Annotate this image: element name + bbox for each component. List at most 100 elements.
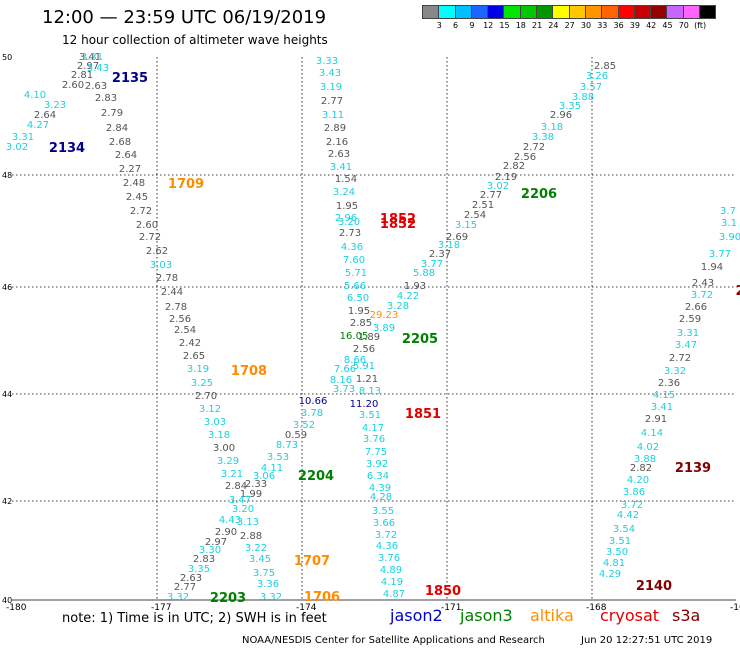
swh-value: 2.48	[123, 178, 145, 189]
swh-value: 2.70	[195, 391, 217, 402]
swh-value: 3.06	[253, 471, 275, 482]
swh-value: 3.19	[320, 82, 342, 93]
lat-tick-label: 40	[2, 596, 12, 605]
swh-value: 2.64	[34, 110, 56, 121]
pass-time-label: 2140	[636, 579, 672, 594]
scale-label: 36	[613, 21, 624, 30]
swh-value: 1.93	[404, 281, 426, 292]
swh-value: 2.51	[472, 200, 494, 211]
swh-value: 2.82	[630, 463, 652, 474]
swh-value: 29.23	[370, 310, 399, 321]
swh-value: 3.29	[217, 456, 239, 467]
swh-value: 2.84	[225, 481, 247, 492]
swh-value: 3.43	[87, 63, 109, 74]
swh-value: 3.78	[301, 408, 323, 419]
swh-value: 2.88	[240, 531, 262, 542]
pass-time-label: 1706	[304, 590, 340, 605]
swh-value: 2.85	[594, 61, 616, 72]
scale-label: 24	[548, 21, 559, 30]
swh-value: 3.76	[363, 434, 385, 445]
swh-value: 5.66	[344, 281, 366, 292]
swh-value: 5.91	[353, 361, 375, 372]
swh-value: 1.54	[335, 174, 357, 185]
swh-value: 3.31	[677, 328, 699, 339]
scale-label: 27	[564, 21, 575, 30]
swh-value: 4.14	[641, 428, 663, 439]
swh-value: 2.56	[169, 314, 191, 325]
swh-value: 2.63	[180, 573, 202, 584]
scale-swatch	[699, 5, 717, 19]
scale-label: 12	[483, 21, 494, 30]
swh-value: 2.81	[71, 70, 93, 81]
swh-value: 0.59	[285, 430, 307, 441]
lat-tick-label: 48	[2, 171, 12, 180]
lon-tick-label: -177	[151, 603, 171, 613]
swh-value: 3.54	[613, 524, 635, 535]
swh-value: 2.90	[215, 527, 237, 538]
swh-value: 6.34	[367, 471, 389, 482]
swh-value: 3.47	[675, 340, 697, 351]
swh-value: 3.77	[421, 259, 443, 270]
generated-timestamp: Jun 20 12:27:51 UTC 2019	[581, 635, 713, 646]
swh-value: 4.20	[627, 475, 649, 486]
swh-value: 6.50	[347, 293, 369, 304]
swh-value: 2.65	[183, 351, 205, 362]
color-scale-labels: 3 6 9 12 15 18 21 24 27 30 33 36 39 42 45 70 (ft)	[422, 19, 715, 33]
swh-value: 5.71	[345, 268, 367, 279]
swh-value: 1.89	[358, 332, 380, 343]
pass-time-label: 1852	[380, 217, 416, 232]
swh-value: 3.86	[623, 487, 645, 498]
swh-value: 7.75	[365, 447, 387, 458]
swh-value: 8.73	[276, 440, 298, 451]
swh-value: 3.32	[664, 366, 686, 377]
scale-label: 21	[532, 21, 543, 30]
swh-value: 3.03	[204, 417, 226, 428]
swh-value: 2.59	[679, 314, 701, 325]
swh-value: 3.90	[719, 232, 740, 243]
swh-value: 4.28	[370, 492, 392, 503]
lon-tick-label: -168	[586, 603, 607, 613]
credit-line: NOAA/NESDIS Center for Satellite Applica…	[242, 635, 545, 646]
swh-value: 2.56	[514, 152, 536, 163]
pass-time-label: 2205	[402, 332, 438, 347]
swh-value: 3.33	[316, 56, 338, 67]
swh-value: 2.73	[339, 228, 361, 239]
scale-label: 6	[453, 21, 459, 30]
swh-value: 11.20	[350, 399, 379, 410]
swh-value: 3.66	[373, 518, 395, 529]
swh-value: 3.7	[720, 206, 736, 217]
color-scale-legend: 3 6 9 12 15 18 21 24 27 30 33 36 39 42 45 70 (ft)	[422, 5, 717, 33]
swh-value: 1.94	[701, 262, 723, 273]
swh-value: 2.84	[106, 123, 128, 134]
scale-label: 39	[629, 21, 640, 30]
swh-value: 2.83	[193, 554, 215, 565]
swh-value: 3.02	[6, 142, 28, 153]
lon-tick-label: -174	[296, 603, 317, 613]
swh-value: 2.69	[446, 232, 468, 243]
pass-time-label: 1707	[294, 554, 330, 569]
lat-tick-label: 46	[2, 283, 12, 292]
swh-value: 3.45	[249, 554, 271, 565]
swh-value: 4.29	[599, 569, 621, 580]
swh-value: 8.16	[330, 375, 352, 386]
swh-value: 3.51	[609, 536, 631, 547]
satellite-legend-jason3: jason3	[460, 606, 513, 625]
scale-label: 3	[436, 21, 442, 30]
swh-value: 3.15	[455, 220, 477, 231]
swh-value: 3.32	[167, 592, 189, 603]
swh-value: 3.38	[532, 132, 554, 143]
swh-value: 2.97	[77, 61, 99, 72]
swh-value: 3.51	[359, 410, 381, 421]
swh-value: 3.00	[213, 443, 235, 454]
swh-value: 2.42	[179, 338, 201, 349]
swh-value: 2.97	[205, 537, 227, 548]
swh-value: 3.53	[267, 452, 289, 463]
swh-value: 2.54	[174, 325, 196, 336]
swh-value: 3.41	[330, 162, 352, 173]
swh-value: 2.19	[495, 172, 517, 183]
swh-value: 2.63	[85, 81, 107, 92]
swh-value: 3.11	[322, 110, 344, 121]
swh-value: 2.63	[328, 149, 350, 160]
lat-tick-label: 44	[2, 390, 12, 399]
